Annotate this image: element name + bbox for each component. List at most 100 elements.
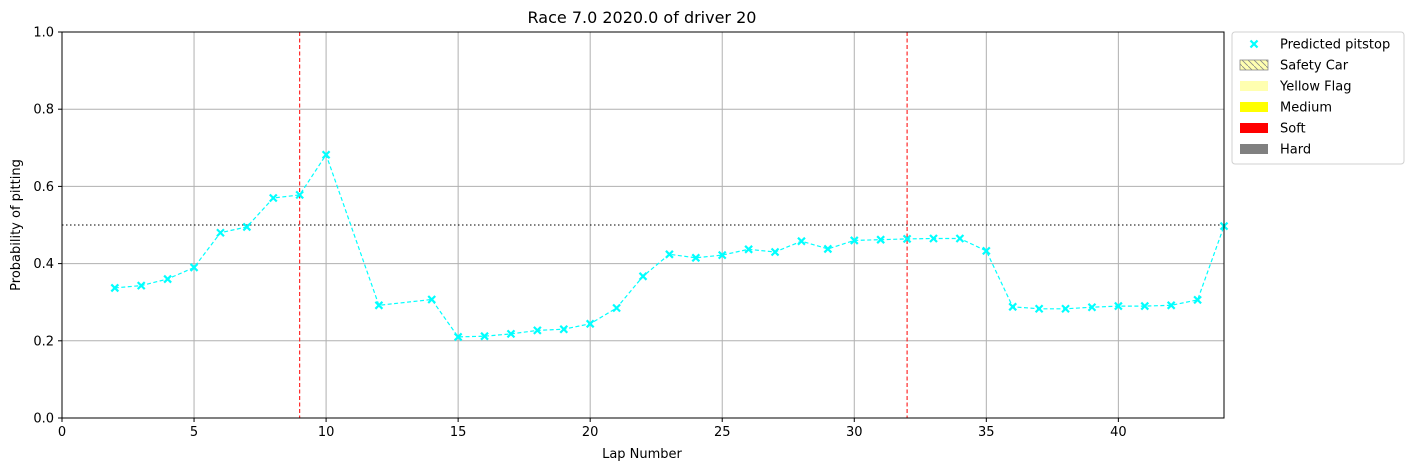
legend-swatch — [1240, 102, 1268, 112]
data-point-stroke — [110, 283, 120, 293]
data-point-stroke — [717, 250, 727, 260]
data-point-stroke — [902, 234, 912, 244]
data-point — [1034, 304, 1044, 314]
data-point-stroke — [163, 274, 172, 284]
data-point — [1193, 295, 1202, 305]
legend: Predicted pitstop Safety Car Yellow Flag Me… — [1231, 31, 1405, 165]
series-line — [114, 153, 1225, 338]
data-point — [876, 235, 885, 244]
legend-swatch — [1240, 81, 1268, 91]
data-point-stroke — [982, 246, 991, 256]
data-point-stroke — [321, 150, 331, 160]
y-tick-label: 0.8 — [33, 103, 54, 118]
data-point-stroke — [374, 301, 384, 310]
data-point — [691, 253, 701, 263]
data-point-stroke — [453, 332, 463, 342]
data-point-stroke — [242, 222, 252, 232]
data-point-stroke — [1034, 304, 1044, 314]
data-point-stroke — [823, 244, 833, 254]
data-point — [744, 245, 753, 254]
data-point — [1140, 301, 1150, 311]
legend-entry: Hard — [1240, 143, 1311, 158]
data-point-stroke — [1061, 304, 1070, 314]
data-point-stroke — [1166, 301, 1176, 310]
data-point-stroke — [1140, 301, 1150, 311]
data-point-stroke — [955, 234, 965, 243]
data-point — [849, 236, 859, 245]
data-point-stroke — [136, 281, 146, 290]
y-tick-label: 0.4 — [33, 257, 54, 272]
data-point-stroke — [1008, 302, 1018, 312]
data-point-stroke — [585, 319, 595, 329]
x-tick-label: 5 — [190, 425, 198, 440]
x-tick-label: 35 — [978, 425, 995, 440]
data-point-stroke — [929, 234, 938, 243]
x-tick-label: 25 — [714, 425, 731, 440]
data-point — [453, 332, 463, 342]
data-point — [612, 303, 621, 313]
data-point-stroke — [480, 331, 489, 341]
legend-label: Yellow Flag — [1279, 80, 1351, 95]
x-axis-label: Lap Number — [602, 447, 682, 462]
data-point — [295, 190, 304, 200]
data-point — [1166, 301, 1176, 310]
data-point — [638, 272, 648, 281]
legend-entry: Medium — [1240, 101, 1332, 116]
data-point — [770, 247, 780, 257]
plot-frame — [61, 31, 1225, 419]
legend-label: Hard — [1280, 143, 1311, 158]
data-point — [585, 319, 595, 329]
y-tick-label: 0.6 — [33, 180, 54, 195]
data-point — [268, 193, 278, 203]
data-point — [797, 236, 806, 246]
legend-label: Soft — [1280, 122, 1306, 137]
x-axis-ticks: 0 5 10 15 20 25 30 35 40 — [58, 418, 1127, 440]
data-point-stroke — [849, 236, 859, 245]
data-point — [717, 250, 727, 260]
data-point — [982, 246, 991, 256]
legend-label: Safety Car — [1280, 59, 1349, 74]
x-tick-label: 10 — [318, 425, 335, 440]
data-point-stroke — [1087, 302, 1097, 312]
data-point-stroke — [427, 295, 437, 304]
data-point-stroke — [1114, 301, 1123, 311]
data-point — [955, 234, 965, 243]
data-point — [929, 234, 938, 243]
legend-entry: Safety Car — [1239, 59, 1349, 74]
legend-entry: Predicted pitstop — [1249, 38, 1390, 53]
legend-entry: Yellow Flag — [1240, 80, 1351, 95]
data-point — [559, 324, 569, 334]
legend-label: Medium — [1280, 101, 1332, 116]
data-point — [1061, 304, 1070, 314]
data-point — [427, 295, 437, 304]
x-tick-label: 0 — [58, 425, 66, 440]
x-tick-label: 40 — [1110, 425, 1127, 440]
data-point-stroke — [216, 228, 225, 237]
y-tick-label: 1.0 — [33, 26, 54, 41]
data-point — [321, 150, 331, 160]
data-point — [136, 281, 146, 290]
data-point-stroke — [744, 245, 753, 254]
data-point — [480, 331, 489, 341]
data-point — [1087, 302, 1097, 312]
series-layer — [110, 150, 1229, 342]
data-point-stroke — [770, 247, 780, 257]
data-point — [902, 234, 912, 244]
data-point — [216, 228, 225, 237]
legend-entry: Soft — [1240, 122, 1306, 137]
data-point — [823, 244, 833, 254]
legend-label: Predicted pitstop — [1280, 38, 1390, 53]
data-point-stroke — [1193, 295, 1202, 305]
chart-title: Race 7.0 2020.0 of driver 20 — [528, 8, 757, 27]
x-tick-label: 30 — [846, 425, 863, 440]
legend-swatch — [1240, 123, 1268, 133]
legend-swatch-hatch — [1240, 60, 1268, 70]
legend-swatch — [1240, 144, 1268, 154]
data-point-stroke — [189, 263, 199, 272]
pitstop-lines — [299, 32, 908, 418]
legend-box — [1231, 31, 1405, 165]
data-point-stroke — [559, 324, 569, 334]
y-axis-ticks: 0.0 0.2 0.4 0.6 0.8 1.0 — [33, 26, 62, 427]
y-tick-label: 0.0 — [33, 412, 54, 427]
